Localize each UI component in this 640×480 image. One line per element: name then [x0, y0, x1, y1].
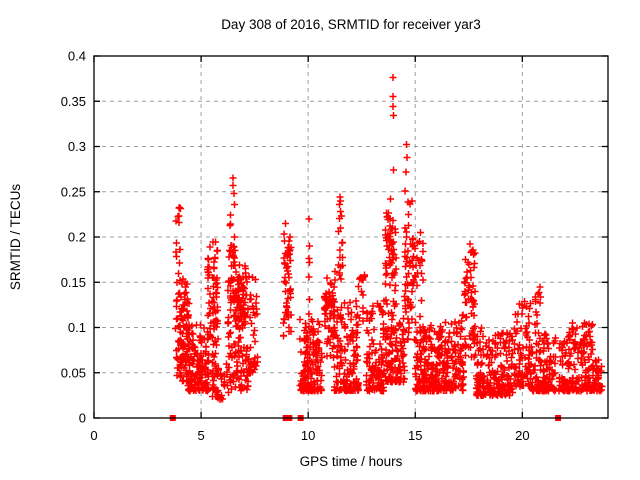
y-tick-label: 0 — [79, 411, 86, 426]
y-tick-label: 0.25 — [61, 184, 86, 199]
y-tick-label: 0.2 — [68, 230, 86, 245]
x-tick-label: 20 — [515, 428, 529, 443]
x-axis-label: GPS time / hours — [300, 454, 403, 469]
y-tick-label: 0.3 — [68, 139, 86, 154]
chart-title: Day 308 of 2016, SRMTID for receiver yar… — [221, 17, 481, 32]
axes-frame — [93, 55, 609, 419]
x-tick-label: 15 — [408, 428, 422, 443]
y-tick-label: 0.1 — [68, 320, 86, 335]
y-axis-label: SRMTID / TECUs — [8, 184, 23, 291]
scatter-plus-markers — [172, 74, 606, 403]
tick-labels: 0 5 10 15 20 0 0.05 0.1 0.15 0.2 0.25 0.3 0.35 0.4 — [61, 49, 530, 444]
x-tick-label: 10 — [301, 428, 315, 443]
y-tick-label: 0.4 — [68, 49, 86, 64]
data-points — [172, 74, 606, 403]
y-tick-label: 0.15 — [61, 275, 86, 290]
x-tick-label: 0 — [90, 428, 97, 443]
y-tick-label: 0.35 — [61, 94, 86, 109]
x-tick-label: 5 — [197, 428, 204, 443]
y-tick-label: 0.05 — [61, 365, 86, 380]
